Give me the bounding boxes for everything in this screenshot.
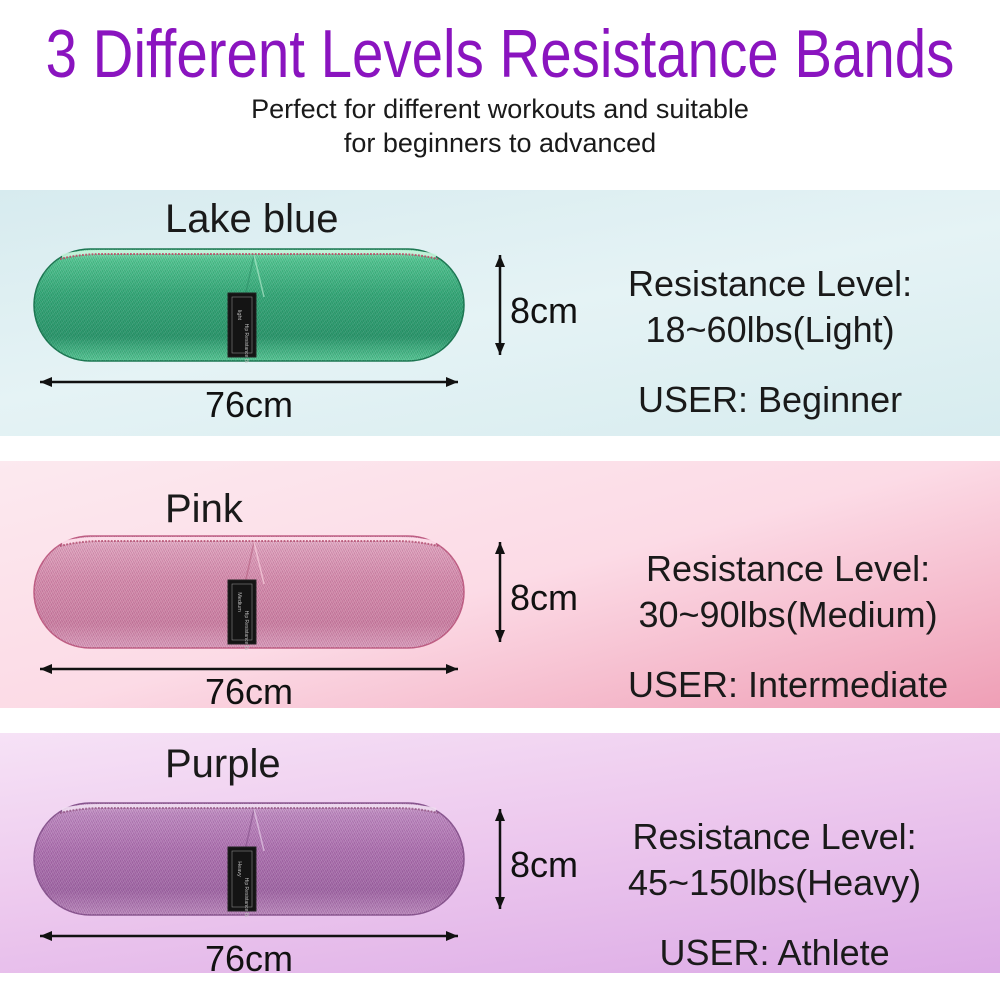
svg-text:Hip Resistance Band: Hip Resistance Band: [243, 611, 249, 650]
svg-text:Hip Resistance Band: Hip Resistance Band: [243, 878, 249, 917]
svg-text:Hip Resistance Band: Hip Resistance Band: [243, 324, 249, 363]
svg-text:Heavy: Heavy: [236, 861, 242, 877]
svg-text:light: light: [236, 310, 242, 321]
svg-text:Medium: Medium: [236, 592, 242, 612]
